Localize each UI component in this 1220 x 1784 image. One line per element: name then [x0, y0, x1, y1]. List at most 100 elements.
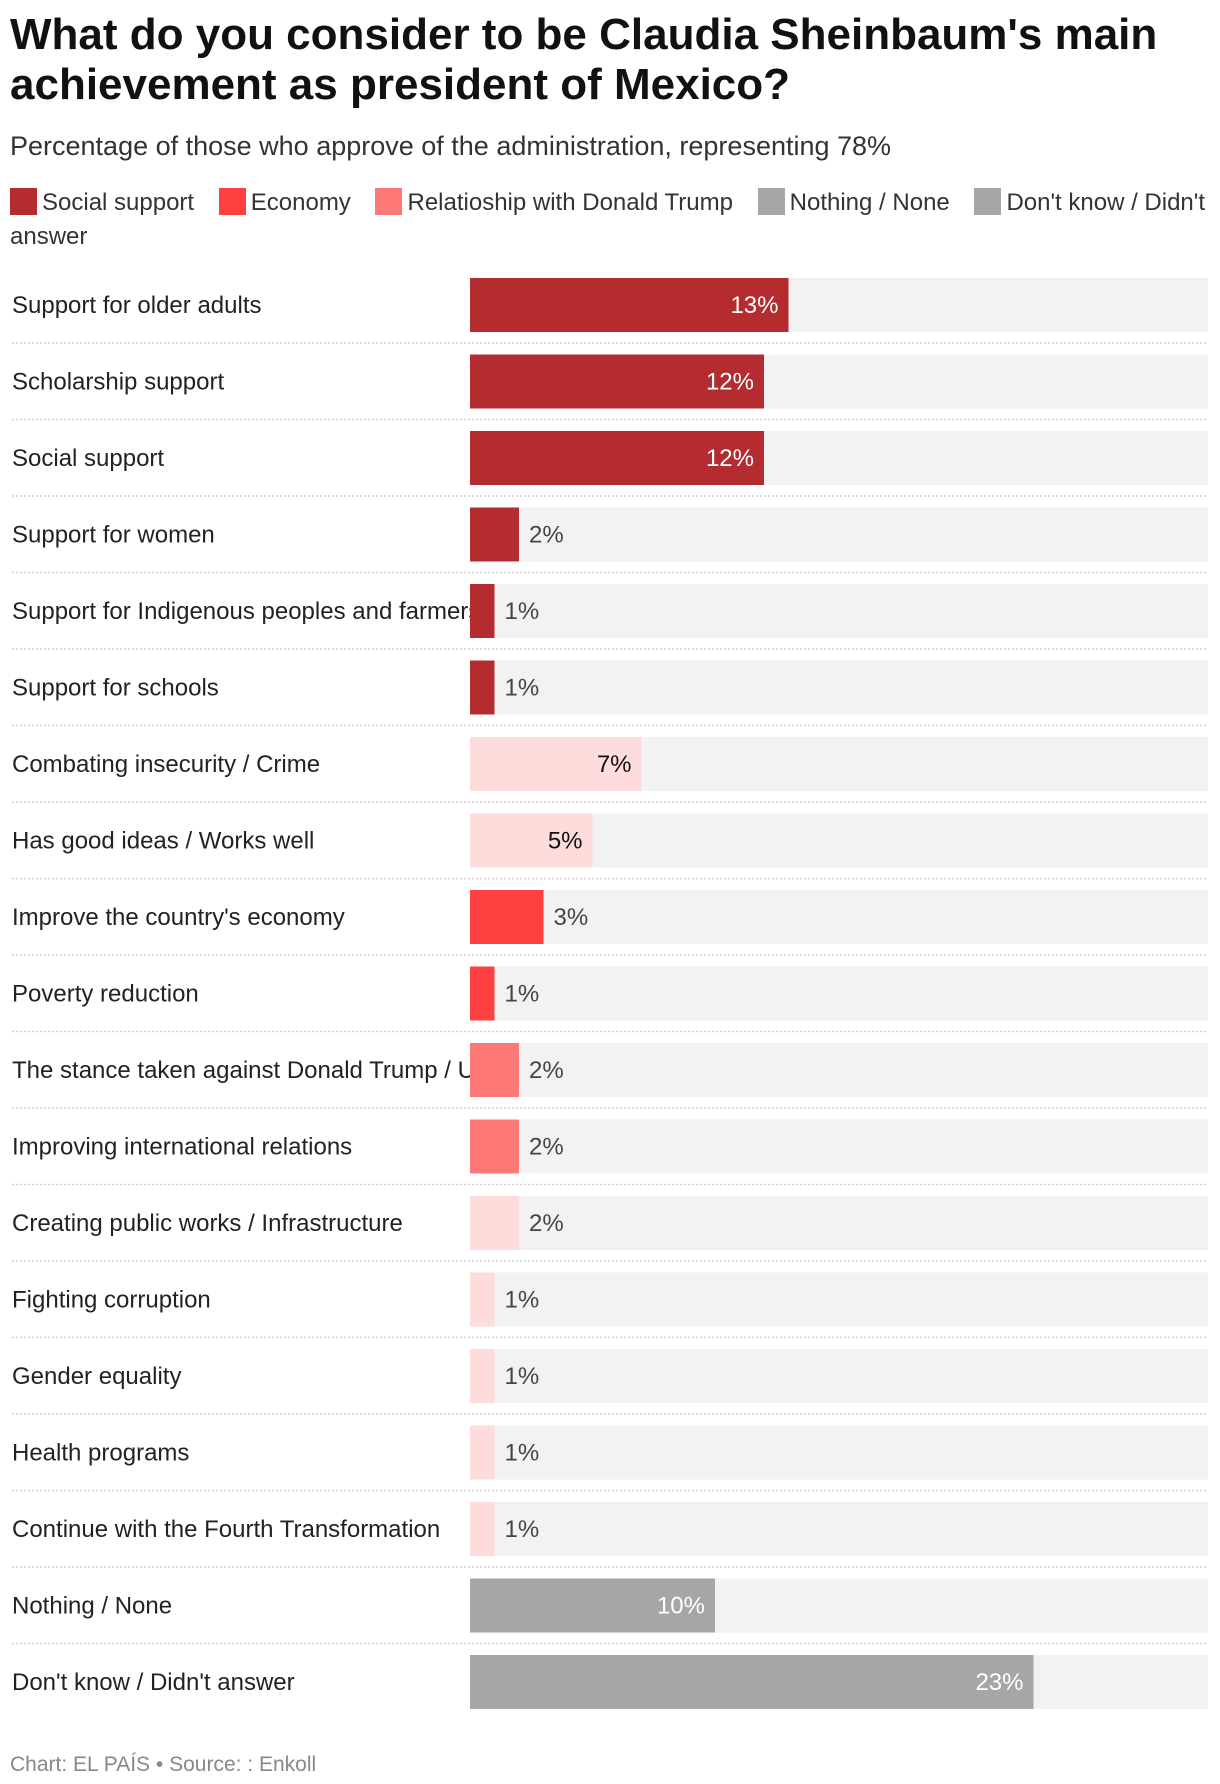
bar-value-improving-international-relations: 2%	[529, 1134, 564, 1161]
bar-row-support-for-women: Support for women 2%	[12, 507, 1208, 574]
bar-row-support-for-schools: Support for schools 1%	[12, 660, 1208, 727]
bar-track-fighting-corruption	[470, 1272, 1208, 1327]
bar-row-support-for-indigenous-peoples-and-farmers: Support for Indigenous peoples and farme…	[12, 584, 1208, 650]
bar-value-improve-the-country-s-economy: 3%	[554, 904, 589, 931]
bar-value-don-t-know-didn-t-answer: 23%	[975, 1669, 1023, 1696]
bar-row-combating-insecurity-crime: Combating insecurity / Crime 7%	[12, 737, 1208, 803]
bar-value-support-for-women: 2%	[529, 522, 564, 549]
bar-value-has-good-ideas-works-well: 5%	[548, 828, 583, 855]
bar-improve-the-country-s-economy	[470, 890, 544, 944]
bar-value-nothing-none: 10%	[657, 1593, 705, 1620]
bar-track-poverty-reduction	[470, 966, 1208, 1021]
bar-label-combating-insecurity-crime: Combating insecurity / Crime	[12, 751, 320, 778]
bar-label-support-for-schools: Support for schools	[12, 675, 219, 702]
legend-label-social-support: Social support	[42, 189, 195, 216]
bar-label-support-for-older-adults: Support for older adults	[12, 292, 261, 319]
bar-fighting-corruption	[470, 1272, 495, 1327]
bar-row-gender-equality: Gender equality 1%	[12, 1349, 1208, 1415]
bar-value-poverty-reduction: 1%	[505, 981, 540, 1008]
bar-scholarship-support	[470, 354, 764, 409]
bar-row-continue-with-the-fourth-transformation: Continue with the Fourth Transformation 1…	[12, 1502, 1208, 1568]
bar-label-support-for-women: Support for women	[12, 522, 215, 549]
bar-track-support-for-women	[470, 507, 1208, 562]
bar-row-improve-the-country-s-economy: Improve the country's economy 3%	[12, 890, 1208, 956]
bar-track-improve-the-country-s-economy	[470, 890, 1208, 944]
bar-value-support-for-older-adults: 13%	[730, 292, 778, 319]
bar-the-stance-taken-against-donald-trump-u-s	[470, 1043, 519, 1097]
bar-label-gender-equality: Gender equality	[12, 1363, 181, 1390]
bar-creating-public-works-infrastructure	[470, 1196, 519, 1250]
bar-row-creating-public-works-infrastructure: Creating public works / Infrastructure 2%	[12, 1196, 1208, 1262]
bar-has-good-ideas-works-well	[470, 813, 593, 868]
bar-nothing-none	[470, 1578, 715, 1633]
bar-label-continue-with-the-fourth-transformation: Continue with the Fourth Transformation	[12, 1516, 440, 1543]
bar-row-improving-international-relations: Improving international relations 2%	[12, 1119, 1208, 1186]
legend-swatch-trump	[375, 188, 403, 215]
bar-label-fighting-corruption: Fighting corruption	[12, 1287, 211, 1314]
bar-value-fighting-corruption: 1%	[505, 1287, 540, 1314]
legend-item-nothing: Nothing / None	[757, 188, 950, 216]
bar-track-support-for-indigenous-peoples-and-farmers	[470, 584, 1208, 638]
bar-track-gender-equality	[470, 1349, 1208, 1403]
bar-value-combating-insecurity-crime: 7%	[597, 751, 632, 778]
bar-row-poverty-reduction: Poverty reduction 1%	[12, 966, 1208, 1033]
bar-row-social-support: Social support 12%	[12, 431, 1208, 497]
bar-health-programs	[470, 1425, 495, 1480]
bar-row-don-t-know-didn-t-answer: Don't know / Didn't answer 23%	[12, 1655, 1208, 1709]
legend-swatch-social-support	[10, 188, 37, 215]
bar-label-health-programs: Health programs	[12, 1440, 189, 1467]
bar-label-poverty-reduction: Poverty reduction	[12, 981, 199, 1008]
bar-chart: Support for older adults 13% Scholarship s…	[12, 278, 1208, 1709]
legend-swatch-nothing	[757, 188, 785, 215]
bar-value-the-stance-taken-against-donald-trump-u-s: 2%	[529, 1057, 564, 1084]
bar-value-scholarship-support: 12%	[706, 369, 754, 396]
legend-swatch-dont-know	[974, 188, 1002, 215]
bar-support-for-older-adults	[470, 278, 789, 332]
legend-swatch-economy	[218, 188, 246, 215]
bar-track-the-stance-taken-against-donald-trump-u-s	[470, 1043, 1208, 1097]
bar-combating-insecurity-crime	[470, 737, 642, 791]
bar-row-support-for-older-adults: Support for older adults 13%	[12, 278, 1208, 344]
legend-label-economy: Economy	[250, 189, 351, 216]
chart-legend: Social support Economy Relatioship with …	[10, 186, 1210, 254]
bar-label-don-t-know-didn-t-answer: Don't know / Didn't answer	[12, 1669, 295, 1696]
bar-value-support-for-schools: 1%	[505, 675, 540, 702]
bar-gender-equality	[470, 1349, 495, 1403]
bar-label-has-good-ideas-works-well: Has good ideas / Works well	[12, 828, 314, 855]
bar-row-has-good-ideas-works-well: Has good ideas / Works well 5%	[12, 813, 1208, 880]
chart-title: What do you consider to be Claudia Shein…	[10, 10, 1158, 109]
bar-track-support-for-schools	[470, 660, 1208, 715]
chart-credit: Chart: EL PAÍS • Source: : Enkoll	[10, 1753, 317, 1776]
bar-track-continue-with-the-fourth-transformation	[470, 1502, 1208, 1556]
bar-value-health-programs: 1%	[505, 1440, 540, 1467]
bar-label-social-support: Social support	[12, 445, 164, 472]
bar-value-continue-with-the-fourth-transformation: 1%	[505, 1516, 540, 1543]
bar-track-improving-international-relations	[470, 1119, 1208, 1174]
bar-support-for-women	[470, 507, 519, 562]
bar-label-improve-the-country-s-economy: Improve the country's economy	[12, 904, 345, 931]
bar-value-support-for-indigenous-peoples-and-farmers: 1%	[505, 598, 540, 625]
bar-row-nothing-none: Nothing / None 10%	[12, 1578, 1208, 1645]
bar-label-scholarship-support: Scholarship support	[12, 369, 224, 396]
chart-subtitle: Percentage of those who approve of the a…	[10, 131, 892, 161]
bar-value-creating-public-works-infrastructure: 2%	[529, 1210, 564, 1237]
bar-row-scholarship-support: Scholarship support 12%	[12, 354, 1208, 421]
bar-row-fighting-corruption: Fighting corruption 1%	[12, 1272, 1208, 1339]
legend-item-dont-know: Don't know / Didn't answer	[10, 188, 1206, 250]
legend-label-trump: Relatioship with Donald Trump	[407, 189, 733, 216]
legend-item-economy: Economy	[218, 188, 351, 216]
bar-poverty-reduction	[470, 966, 495, 1021]
bar-support-for-indigenous-peoples-and-farmers	[470, 584, 495, 638]
bar-label-nothing-none: Nothing / None	[12, 1593, 172, 1620]
bar-support-for-schools	[470, 660, 495, 715]
bar-track-creating-public-works-infrastructure	[470, 1196, 1208, 1250]
legend-label-dont-know: Don't know / Didn't answer	[10, 189, 1206, 250]
bar-track-health-programs	[470, 1425, 1208, 1480]
bar-row-the-stance-taken-against-donald-trump-u-s: The stance taken against Donald Trump / …	[12, 1043, 1208, 1109]
bar-value-social-support: 12%	[706, 445, 754, 472]
bar-track-has-good-ideas-works-well	[470, 813, 1208, 868]
bar-label-improving-international-relations: Improving international relations	[12, 1134, 352, 1161]
bar-label-creating-public-works-infrastructure: Creating public works / Infrastructure	[12, 1210, 403, 1237]
bar-label-the-stance-taken-against-donald-trump-u-s: The stance taken against Donald Trump / …	[12, 1057, 504, 1084]
